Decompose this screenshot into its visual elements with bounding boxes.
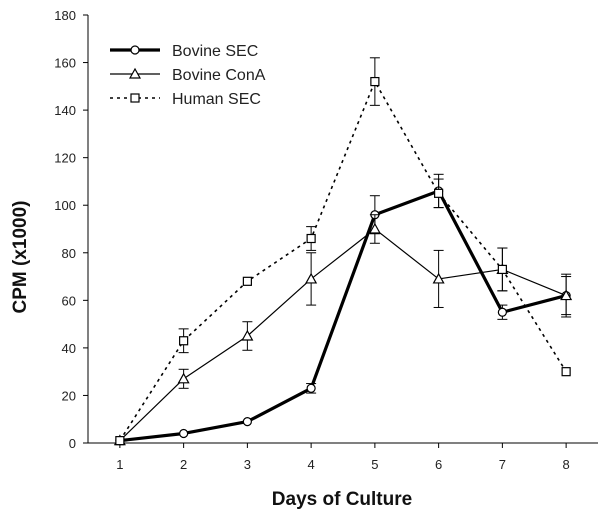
data-point	[115, 436, 125, 446]
y-tick-label: 160	[54, 56, 76, 71]
data-point	[497, 307, 507, 317]
y-tick-label: 60	[62, 293, 76, 308]
data-point	[179, 336, 189, 346]
data-point	[306, 383, 316, 393]
data-point	[242, 276, 252, 286]
series-group	[113, 57, 573, 446]
data-point	[242, 417, 252, 427]
data-point	[241, 329, 254, 341]
data-point	[368, 222, 381, 234]
y-tick-label: 120	[54, 151, 76, 166]
legend-label: Human SEC	[172, 91, 261, 108]
legend-label: Bovine ConA	[172, 67, 266, 84]
x-tick-label: 8	[563, 457, 570, 472]
series-line	[119, 80, 567, 442]
legend-marker	[130, 45, 140, 55]
data-point	[560, 289, 573, 301]
data-point	[305, 272, 318, 284]
y-tick-label: 180	[54, 8, 76, 23]
legend-item: Human SEC	[110, 91, 261, 108]
x-tick-label: 7	[499, 457, 506, 472]
data-point	[497, 264, 507, 275]
legend-item: Bovine ConA	[110, 67, 266, 84]
y-tick-label: 0	[69, 436, 76, 451]
data-point	[561, 367, 571, 377]
legend-item: Bovine SEC	[110, 43, 258, 60]
series-human-sec	[115, 57, 571, 446]
x-tick-label: 3	[244, 457, 251, 472]
legend: Bovine SEC Bovine ConA Human SEC	[110, 43, 266, 108]
data-point	[306, 233, 316, 244]
y-tick-label: 100	[54, 198, 76, 213]
data-point	[370, 76, 380, 87]
data-point	[432, 272, 445, 284]
series-line	[119, 228, 567, 442]
x-tick-label: 1	[116, 457, 123, 472]
x-tick-label: 6	[435, 457, 442, 472]
series-line	[119, 189, 567, 443]
x-tick-label: 2	[180, 457, 187, 472]
y-axis-title: CPM (x1000)	[10, 201, 31, 314]
data-point	[179, 428, 189, 439]
y-tick-label: 140	[54, 103, 76, 118]
y-tick-label: 20	[62, 388, 76, 403]
x-tick-label: 5	[371, 457, 378, 472]
legend-label: Bovine SEC	[172, 43, 258, 60]
data-point	[177, 372, 190, 384]
y-tick-label: 40	[62, 341, 76, 356]
legend-marker	[130, 93, 140, 103]
series-bovine-sec	[115, 173, 572, 446]
y-tick-label: 80	[62, 246, 76, 261]
legend-marker	[128, 67, 142, 79]
data-point	[434, 188, 444, 198]
x-tick-label: 4	[308, 457, 315, 472]
tick-labels: 0 20 40 60 80 100 120 140 160 180 1 2 3 4 5 6 7 8	[54, 8, 569, 472]
axes	[83, 14, 598, 448]
x-axis-title: Days of Culture	[272, 489, 412, 510]
